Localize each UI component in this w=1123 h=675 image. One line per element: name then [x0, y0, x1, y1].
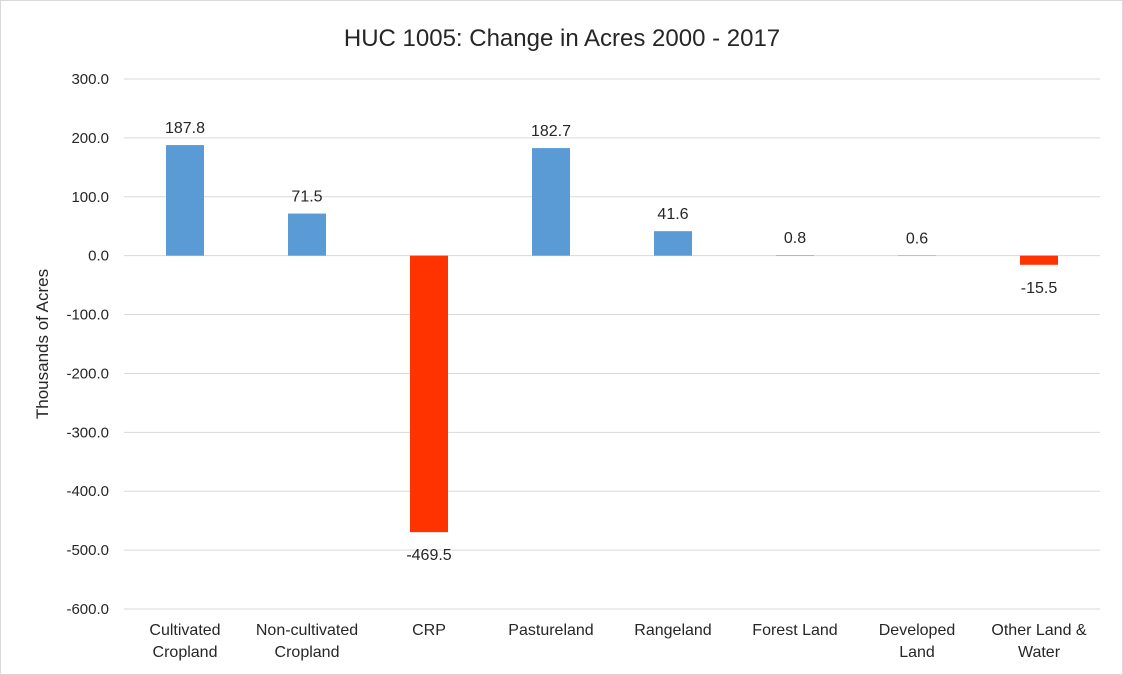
- gridlines: [124, 78, 1100, 610]
- x-tick-label: Non-cultivated Cropland: [256, 622, 358, 661]
- x-tick-label: Cultivated Cropland: [149, 622, 220, 661]
- y-tick-label: -400.0: [66, 483, 109, 500]
- bar: [166, 145, 204, 256]
- data-label: -469.5: [406, 547, 451, 564]
- chart-title: HUC 1005: Change in Acres 2000 - 2017: [344, 25, 780, 52]
- x-tick-label: CRP: [412, 622, 446, 639]
- y-tick-label: -500.0: [66, 542, 109, 559]
- bars: [166, 145, 1058, 533]
- data-label: 187.8: [165, 120, 205, 137]
- data-label: -15.5: [1021, 280, 1058, 297]
- y-tick-label: -200.0: [66, 365, 109, 382]
- y-tick-label: -600.0: [66, 601, 109, 618]
- bar: [1020, 255, 1058, 265]
- y-tick-label: 100.0: [71, 189, 109, 206]
- y-axis-ticks: 300.0 200.0 100.0 0.0 -100.0 -200.0 -300.0 -400…: [66, 71, 109, 618]
- bar: [410, 255, 448, 533]
- data-label: 71.5: [291, 189, 322, 206]
- data-label: 0.8: [784, 230, 806, 247]
- data-labels: 187.8 71.5 -469.5 182.7 41.6 0.8 0.6 -15.5: [165, 120, 1057, 564]
- x-tick-label: Developed Land: [879, 622, 956, 661]
- x-axis-ticks: Cultivated Cropland Non-cultivated Cropland…: [149, 622, 1086, 661]
- y-tick-label: -300.0: [66, 424, 109, 441]
- y-axis-label: Thousands of Acres: [33, 269, 52, 419]
- x-tick-label: Pastureland: [508, 622, 593, 639]
- bar: [288, 213, 326, 256]
- bar: [654, 231, 692, 256]
- y-tick-label: 200.0: [71, 130, 109, 147]
- bar: [532, 148, 570, 256]
- x-tick-label: Other Land & Water: [991, 622, 1087, 661]
- y-tick-label: 0.0: [88, 248, 109, 265]
- x-tick-label: Forest Land: [752, 622, 837, 639]
- data-label: 182.7: [531, 123, 571, 140]
- data-label: 0.6: [906, 230, 928, 247]
- x-tick-label: Rangeland: [634, 622, 711, 639]
- data-label: 41.6: [657, 206, 688, 223]
- y-tick-label: -100.0: [66, 307, 109, 324]
- y-tick-label: 300.0: [71, 71, 109, 88]
